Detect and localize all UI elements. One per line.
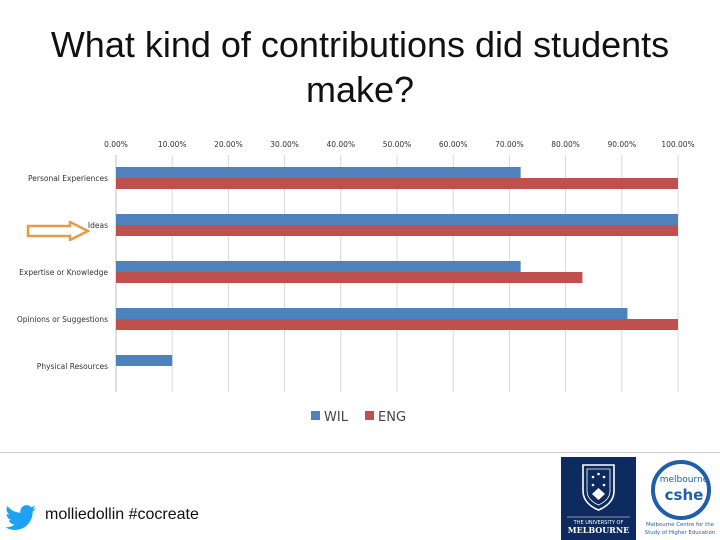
bar-wil (116, 355, 173, 366)
x-tick-label: 80.00% (551, 140, 580, 149)
bar-wil (116, 308, 628, 319)
bar-eng (116, 272, 583, 283)
slide-title: What kind of contributions did students … (50, 24, 670, 110)
bar-eng (116, 319, 678, 330)
bar-wil (116, 214, 678, 225)
melbourne-cshe-logo: melbourne cshe Melbourne Centre for the … (645, 460, 716, 536)
chart-legend: WIL ENG (311, 410, 406, 425)
category-label: Physical Resources (37, 362, 108, 371)
bar-wil (116, 261, 521, 272)
category-label: Ideas (88, 221, 108, 230)
x-tick-label: 60.00% (439, 140, 468, 149)
legend-label-eng: ENG (378, 410, 406, 425)
twitter-handle: molliedollin #cocreate (45, 506, 199, 523)
svg-text:Study of Higher Education: Study of Higher Education (645, 530, 716, 536)
bar-chart: 0.00% 10.00% 20.00% 30.00% 40.00% 50.00% 60.00… (17, 140, 695, 425)
category-label: Expertise or Knowledge (19, 268, 108, 277)
university-crest-icon (582, 464, 615, 511)
x-tick-label: 20.00% (214, 140, 243, 149)
legend-label-wil: WIL (324, 410, 349, 425)
svg-text:Melbourne Centre for the: Melbourne Centre for the (646, 522, 715, 528)
category-label: Personal Experiences (28, 174, 108, 183)
legend-swatch-eng (365, 411, 374, 420)
x-tick-label: 50.00% (383, 140, 412, 149)
x-tick-label: 10.00% (158, 140, 187, 149)
bar-eng (116, 178, 678, 189)
bar-eng (116, 225, 678, 236)
highlight-arrow-icon (26, 221, 90, 241)
x-tick-label: 90.00% (607, 140, 636, 149)
svg-text:cshe: cshe (665, 486, 704, 504)
x-tick-label: 40.00% (326, 140, 355, 149)
category-label: Opinions or Suggestions (17, 315, 108, 324)
category-labels: Personal Experiences Ideas Expertise or Kn… (17, 174, 108, 371)
svg-text:melbourne: melbourne (660, 475, 709, 485)
x-tick-label: 30.00% (270, 140, 299, 149)
svg-text:MELBOURNE: MELBOURNE (568, 525, 630, 535)
chart-bars (116, 167, 678, 366)
footer-divider (0, 452, 720, 453)
bar-wil (116, 167, 521, 178)
university-of-melbourne-logo: THE UNIVERSITY OF MELBOURNE (561, 457, 636, 540)
x-tick-label: 70.00% (495, 140, 524, 149)
twitter-bird-icon (5, 505, 37, 530)
x-axis-tick-labels: 0.00% 10.00% 20.00% 30.00% 40.00% 50.00% 60.00… (104, 140, 695, 149)
legend-swatch-wil (311, 411, 320, 420)
svg-text:THE UNIVERSITY OF: THE UNIVERSITY OF (573, 520, 624, 526)
x-tick-label: 100.00% (661, 140, 694, 149)
x-tick-label: 0.00% (104, 140, 128, 149)
